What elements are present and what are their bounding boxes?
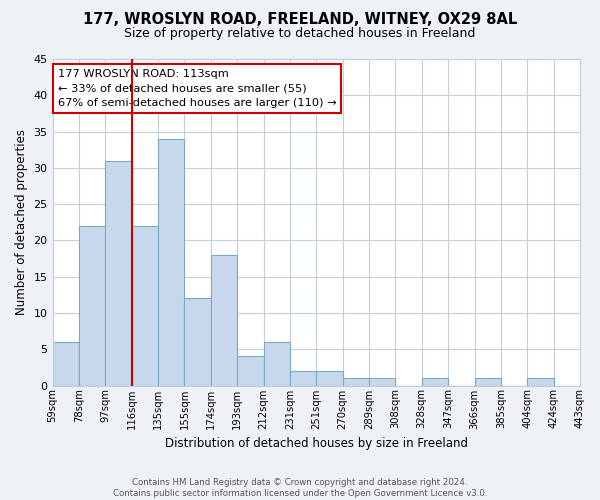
Bar bbox=[263, 342, 290, 386]
Bar bbox=[475, 378, 501, 386]
Y-axis label: Number of detached properties: Number of detached properties bbox=[15, 130, 28, 316]
X-axis label: Distribution of detached houses by size in Freeland: Distribution of detached houses by size … bbox=[165, 437, 468, 450]
Bar bbox=[237, 356, 263, 386]
Bar bbox=[422, 378, 448, 386]
Bar bbox=[105, 160, 131, 386]
Bar bbox=[158, 139, 184, 386]
Text: Size of property relative to detached houses in Freeland: Size of property relative to detached ho… bbox=[124, 28, 476, 40]
Bar bbox=[343, 378, 369, 386]
Bar bbox=[211, 255, 237, 386]
Bar bbox=[79, 226, 105, 386]
Text: 177, WROSLYN ROAD, FREELAND, WITNEY, OX29 8AL: 177, WROSLYN ROAD, FREELAND, WITNEY, OX2… bbox=[83, 12, 517, 28]
Text: 177 WROSLYN ROAD: 113sqm
← 33% of detached houses are smaller (55)
67% of semi-d: 177 WROSLYN ROAD: 113sqm ← 33% of detach… bbox=[58, 69, 337, 108]
Text: Contains HM Land Registry data © Crown copyright and database right 2024.
Contai: Contains HM Land Registry data © Crown c… bbox=[113, 478, 487, 498]
Bar bbox=[131, 226, 158, 386]
Bar bbox=[184, 298, 211, 386]
Bar bbox=[369, 378, 395, 386]
Bar bbox=[316, 371, 343, 386]
Bar bbox=[527, 378, 554, 386]
Bar bbox=[53, 342, 79, 386]
Bar bbox=[290, 371, 316, 386]
